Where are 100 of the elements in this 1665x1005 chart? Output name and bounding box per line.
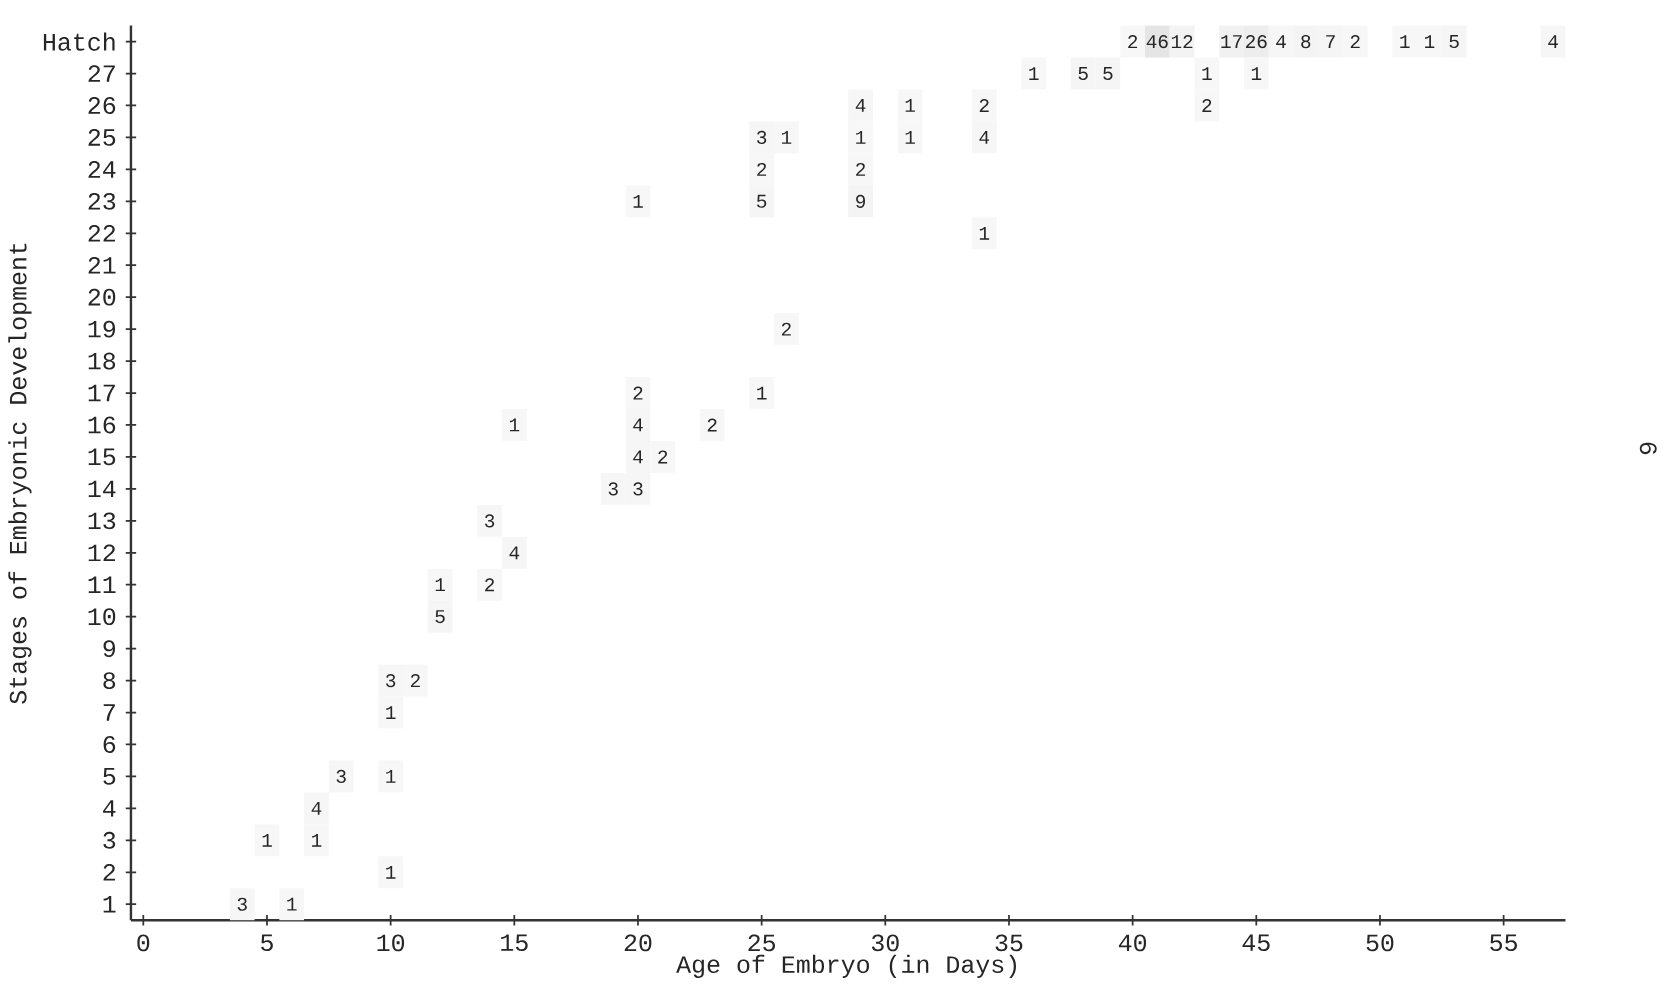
x-tick-label: 5	[261, 934, 273, 952]
data-label: 2	[979, 99, 989, 112]
data-label: 2	[485, 578, 495, 592]
y-tick-label: 26	[88, 97, 116, 114]
data-label: 1	[509, 418, 520, 432]
data-label: 1	[633, 194, 643, 208]
x-tick-label: 45	[1242, 934, 1270, 952]
x-axis-title: Age of Embryo (in Days)	[676, 954, 1016, 979]
y-tick-label: 21	[88, 256, 116, 274]
text: 6	[1639, 442, 1657, 455]
y-tick-label: 24	[88, 161, 116, 178]
y-tick-label: 17	[88, 384, 115, 402]
data-label: 17	[1221, 35, 1242, 48]
data-label: 1	[386, 706, 396, 719]
data-label: 12	[1171, 35, 1193, 49]
y-tick-label: 22	[88, 224, 115, 242]
data-label: 4	[1276, 35, 1286, 48]
x-tick-label: 35	[995, 934, 1023, 952]
data-label: 1	[856, 131, 866, 144]
data-label: 2	[1128, 35, 1138, 49]
data-label: 3	[608, 482, 618, 496]
data-label: 1	[905, 99, 915, 112]
data-label: 1	[979, 226, 990, 240]
data-label: 5	[1103, 67, 1113, 81]
data-label: 46	[1146, 35, 1168, 49]
y-tick-label: 4	[103, 800, 116, 817]
x-tick-label: 50	[1366, 934, 1394, 952]
data-label: 2	[707, 418, 717, 432]
data-label: 1	[386, 865, 396, 879]
data-label: 2	[856, 162, 866, 176]
data-label: 2	[633, 386, 643, 400]
data-label: 26	[1246, 35, 1267, 49]
data-label: 4	[979, 131, 990, 144]
x-tick-label: 20	[624, 934, 652, 952]
data-label: 4	[509, 546, 520, 560]
data-label: 1	[1400, 35, 1410, 48]
data-label: 1	[1251, 67, 1262, 80]
y-tick-label: 9	[103, 640, 116, 658]
y-tick-label: 15	[88, 448, 116, 466]
data-label: 1	[781, 131, 792, 144]
y-tick-label: 6	[103, 736, 116, 753]
y-tick-label: 11	[88, 576, 116, 593]
y-tick-label: 10	[88, 608, 116, 626]
data-label: 5	[1078, 67, 1088, 81]
data-label: 3	[757, 130, 767, 145]
data-label: 1	[435, 578, 445, 592]
x-tick-label: 55	[1490, 934, 1517, 952]
y-tick-label: 3	[103, 831, 116, 849]
data-label: 3	[484, 514, 495, 528]
x-tick-label: 15	[501, 934, 528, 952]
y-tick-label: 13	[88, 512, 116, 530]
y-tick-label: 1	[103, 896, 116, 913]
data-label: 9	[856, 194, 866, 208]
y-tick-label: 16	[88, 416, 116, 434]
y-tick-label: 25	[88, 129, 116, 146]
y-tick-label: 2	[103, 863, 115, 881]
y-tick-label: 8	[103, 672, 116, 690]
data-label: 1	[757, 386, 767, 400]
y-tick-label: 12	[88, 544, 115, 562]
data-label: 2	[757, 162, 767, 176]
data-label: 3	[386, 674, 396, 688]
data-label: 8	[1301, 35, 1311, 49]
x-tick-label: 40	[1118, 934, 1147, 952]
data-label: 1	[287, 897, 297, 911]
y-tick-label: 18	[88, 352, 116, 370]
data-label: 1	[1029, 67, 1039, 80]
data-label: 3	[336, 769, 346, 784]
y-tick-label: 5	[103, 768, 116, 785]
x-tick-label: 25	[748, 934, 775, 952]
data-label: 3	[633, 482, 643, 496]
data-label: 4	[1548, 35, 1558, 48]
data-label: 1	[905, 131, 915, 144]
data-label: 2	[1202, 99, 1212, 112]
data-label: 2	[1350, 35, 1360, 49]
y-axis-title: Stages of Embryonic Development	[8, 243, 32, 704]
y-tick-label: 23	[88, 192, 116, 210]
data-label: 2	[781, 322, 791, 336]
data-label: 4	[855, 99, 866, 112]
y-tick-label: Hatch	[43, 32, 115, 51]
data-label: 1	[1202, 67, 1212, 80]
y-tick-label: 14	[88, 480, 116, 498]
data-label: 4	[633, 418, 643, 432]
x-tick-label: 0	[137, 934, 150, 952]
data-label: 5	[435, 610, 445, 624]
data-label: 1	[386, 770, 396, 783]
y-tick-label: 19	[88, 320, 116, 338]
data-label: 3	[237, 897, 247, 911]
data-label: 2	[410, 674, 420, 688]
data-label: 2	[658, 450, 668, 464]
x-tick-label: 10	[377, 934, 405, 952]
data-label: 1	[312, 833, 322, 847]
x-tick-label: 30	[871, 934, 899, 952]
y-tick-label: 20	[88, 288, 116, 306]
y-tick-label: 7	[103, 704, 115, 721]
data-label: 4	[633, 450, 643, 464]
data-label: 5	[757, 194, 767, 208]
data-label: 1	[262, 833, 272, 847]
data-label: 5	[1449, 35, 1459, 49]
data-label: 4	[311, 802, 322, 815]
y-tick-label: 27	[88, 65, 115, 82]
